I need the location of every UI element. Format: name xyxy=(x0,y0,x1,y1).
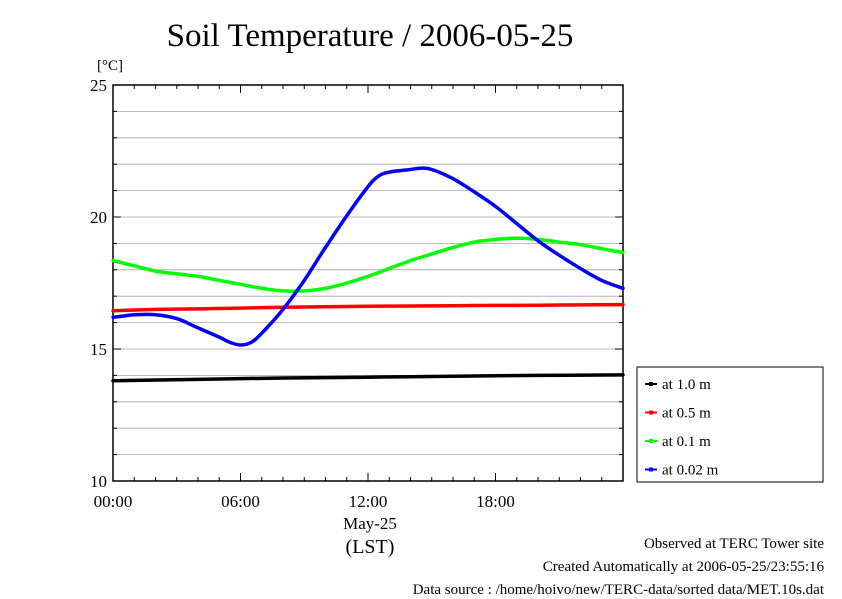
x-tick-label: 06:00 xyxy=(221,492,260,511)
x-tick-label: 00:00 xyxy=(94,492,133,511)
legend-marker xyxy=(649,382,653,386)
series-line-at-0-02-m xyxy=(111,166,625,347)
legend-label: at 0.02 m xyxy=(662,463,719,479)
legend-label: at 0.1 m xyxy=(662,434,711,450)
tick-label-layer: 10 15 20 25 00:00 06:00 12:00 18:00 xyxy=(90,76,515,511)
y-tick-label: 20 xyxy=(90,208,107,227)
series-line-at-0-5-m xyxy=(111,302,625,313)
legend-label: at 0.5 m xyxy=(662,406,711,422)
x-tick-label: 12:00 xyxy=(349,492,388,511)
legend: at 1.0 m at 0.5 m at 0.1 m at 0.02 m xyxy=(636,366,824,483)
y-axis-label: [°C] xyxy=(97,58,123,74)
series-line-at-1-0-m xyxy=(111,373,625,383)
grid-layer xyxy=(113,111,623,456)
observed-site-note: Observed at TERC Tower site xyxy=(643,536,824,552)
data-source-path: Data source : /home/hoivo/new/TERC-data/… xyxy=(412,582,824,598)
y-tick-label: 15 xyxy=(90,340,107,359)
plot-frame xyxy=(112,84,624,482)
series-layer xyxy=(111,166,625,383)
x-date-label: May-25 xyxy=(343,514,397,533)
legend-box xyxy=(636,366,824,483)
x-tick-label: 18:00 xyxy=(476,492,515,511)
chart-title: Soil Temperature / 2006-05-25 xyxy=(167,18,574,54)
legend-marker xyxy=(649,410,653,415)
created-timestamp: Created Automatically at 2006-05-25/23:5… xyxy=(542,559,824,575)
y-tick-label: 25 xyxy=(90,76,107,95)
tick-layer xyxy=(113,85,623,481)
x-axis-label: (LST) xyxy=(346,536,395,558)
y-tick-label: 10 xyxy=(90,472,107,491)
legend-marker xyxy=(649,439,653,443)
legend-marker xyxy=(649,467,653,472)
legend-label: at 1.0 m xyxy=(662,377,711,393)
